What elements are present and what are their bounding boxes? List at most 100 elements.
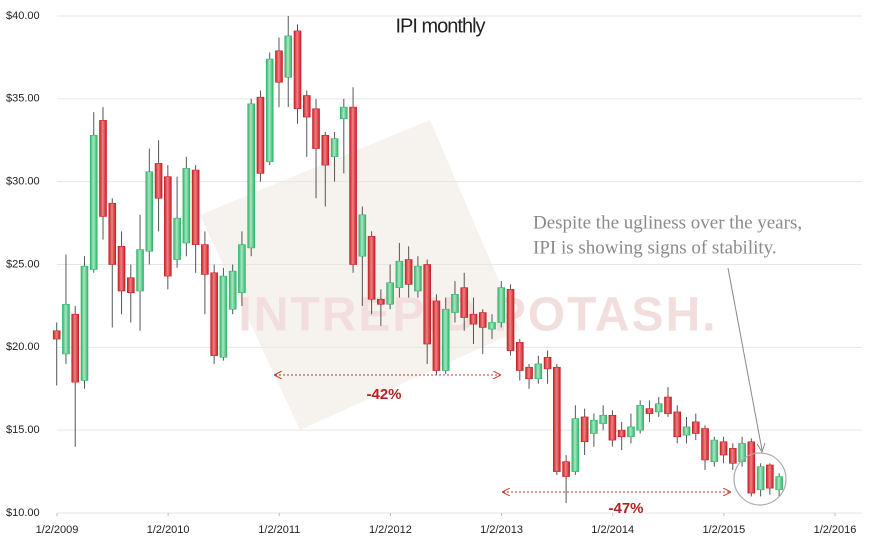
candle-body xyxy=(358,214,367,257)
y-tick-label: $10.00 xyxy=(6,507,40,519)
candle-body xyxy=(173,217,181,260)
candle-body xyxy=(293,30,302,110)
candle-body xyxy=(460,287,469,318)
candle-body xyxy=(367,236,376,300)
candle-body xyxy=(701,428,709,461)
candle-body xyxy=(691,421,700,434)
candle-body xyxy=(108,202,117,265)
candle-body xyxy=(599,414,607,424)
candle-body xyxy=(164,176,172,277)
watermark: INTREPID POTASH. xyxy=(238,289,717,342)
candle-body xyxy=(247,103,255,249)
candle-body xyxy=(238,244,246,293)
candle-body xyxy=(201,244,209,275)
candle-body xyxy=(673,411,682,438)
x-tick-label: 1/2/2013 xyxy=(480,524,523,536)
candle-body xyxy=(99,120,107,217)
x-tick-label: 1/2/2011 xyxy=(258,524,300,536)
highlight-circle xyxy=(733,452,787,506)
candle-body xyxy=(265,58,274,163)
x-tick-label: 1/2/2009 xyxy=(36,524,79,536)
candle-body xyxy=(617,429,626,438)
candle-body xyxy=(154,163,163,199)
candle-body xyxy=(404,259,413,285)
candle-body xyxy=(580,416,589,443)
candle-body xyxy=(534,363,543,380)
candle-body xyxy=(145,171,154,252)
x-tick-label: 1/2/2010 xyxy=(147,524,190,536)
candle-body xyxy=(441,308,450,371)
candle-body xyxy=(52,330,61,340)
candle-body xyxy=(126,277,135,293)
candle-body xyxy=(608,414,617,441)
candle-body xyxy=(321,134,330,166)
candle-body xyxy=(228,270,237,310)
annotation: -47% xyxy=(608,500,643,517)
candle-body xyxy=(645,408,654,414)
candle-body xyxy=(330,138,339,158)
y-tick-label: $35.00 xyxy=(6,93,40,105)
candle-body xyxy=(340,106,348,120)
y-tick-label: $40.00 xyxy=(6,10,40,22)
grid xyxy=(57,15,862,514)
candle-body xyxy=(71,313,80,383)
candle-body xyxy=(766,464,774,489)
y-tick-label: $15.00 xyxy=(6,424,40,436)
x-tick-label: 1/2/2015 xyxy=(702,524,745,536)
candle-body xyxy=(256,96,265,174)
candle-body xyxy=(543,356,552,370)
candle-body xyxy=(636,405,644,431)
pointer-head xyxy=(756,442,766,454)
candle-body xyxy=(432,300,441,371)
annotation: IPI is showing signs of stability. xyxy=(533,237,777,258)
candle-body xyxy=(182,168,191,244)
candle-body xyxy=(191,169,200,245)
candle-body xyxy=(738,443,746,462)
candle-body xyxy=(488,322,496,330)
candle-body xyxy=(395,260,404,288)
candle-body xyxy=(62,303,70,355)
candle-body xyxy=(136,249,144,292)
candle-body xyxy=(478,312,487,328)
y-tick-label: $25.00 xyxy=(6,258,40,270)
candle-body xyxy=(284,35,293,78)
candle-body xyxy=(506,289,515,351)
candle-body xyxy=(756,466,765,491)
candle-body xyxy=(414,265,422,292)
candle-body xyxy=(562,461,570,477)
candle-body xyxy=(553,366,561,472)
candles xyxy=(52,16,783,504)
y-tick-label: $30.00 xyxy=(6,176,40,188)
candle-body xyxy=(729,448,737,464)
candle-body xyxy=(469,313,478,325)
annotation: -42% xyxy=(366,386,401,403)
candle-body xyxy=(627,426,635,438)
chart-title: IPI monthly xyxy=(395,15,485,37)
candle-body xyxy=(525,366,533,380)
candle-body xyxy=(275,50,283,83)
candle-body xyxy=(117,245,126,292)
candle-body xyxy=(386,282,394,305)
candle-body xyxy=(302,95,311,118)
x-tick-label: 1/2/2012 xyxy=(369,524,412,536)
pointer xyxy=(727,267,763,451)
candle-body xyxy=(451,294,459,313)
candle-body xyxy=(515,342,524,371)
candle-body xyxy=(654,403,663,413)
candle-body xyxy=(775,476,783,491)
candle-body xyxy=(664,396,672,414)
candle-body xyxy=(210,272,218,356)
candle-body xyxy=(377,298,385,305)
candle-body xyxy=(80,265,89,381)
candle-body xyxy=(219,275,228,358)
candle-body xyxy=(497,287,506,323)
candle-body xyxy=(349,106,357,265)
candle-body xyxy=(590,419,598,434)
x-tick-label: 1/2/2014 xyxy=(591,524,634,536)
candle-body xyxy=(747,441,756,494)
x-tick-label: 1/2/2016 xyxy=(814,524,857,536)
candle-body xyxy=(571,418,580,472)
candle-body xyxy=(719,441,728,456)
candle-body xyxy=(312,108,320,149)
